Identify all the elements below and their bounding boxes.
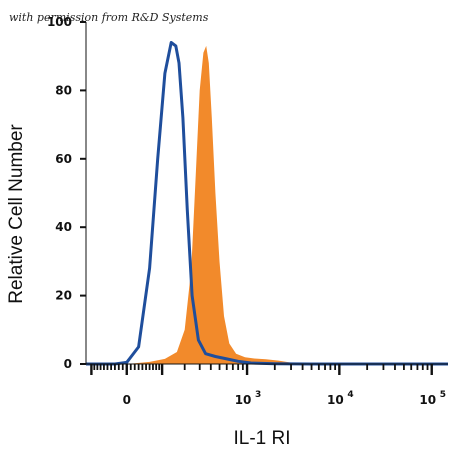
histogram-series-filled bbox=[126, 45, 449, 365]
x-tick-exponent: 5 bbox=[440, 390, 446, 400]
y-axis-label: Relative Cell Number bbox=[6, 124, 27, 304]
x-tick-label: 10 bbox=[327, 393, 344, 407]
x-axis: 0 10 3 10 4 10 5 bbox=[90, 364, 446, 407]
y-tick-label: 20 bbox=[55, 289, 72, 303]
y-tick-label: 0 bbox=[64, 357, 72, 371]
credit-text: with permission from R&D Systems bbox=[9, 11, 209, 24]
plot-area bbox=[85, 22, 449, 366]
x-axis-label: IL-1 RI bbox=[233, 428, 290, 449]
x-tick-exponent: 4 bbox=[347, 390, 353, 400]
x-tick-label: 10 bbox=[235, 393, 252, 407]
histogram-series-outline bbox=[86, 41, 448, 366]
x-tick-label: 0 bbox=[123, 393, 131, 407]
y-tick-label: 40 bbox=[55, 220, 72, 234]
y-tick-label: 80 bbox=[55, 83, 72, 97]
y-tick-label: 100 bbox=[47, 15, 72, 29]
y-tick-labels: 0 20 40 60 80 100 bbox=[47, 15, 86, 371]
x-tick-exponent: 3 bbox=[255, 390, 261, 400]
x-tick-label: 10 bbox=[419, 393, 436, 407]
y-tick-label: 60 bbox=[55, 152, 72, 166]
